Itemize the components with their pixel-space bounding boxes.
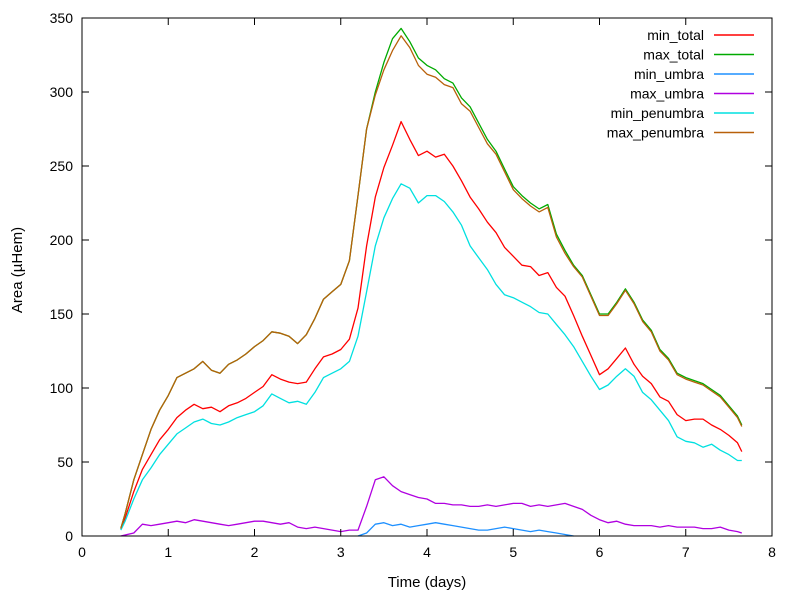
y-tick-label: 150 xyxy=(50,306,74,322)
series-line-max-total xyxy=(120,27,743,529)
y-tick-label: 100 xyxy=(50,380,74,396)
series-line-min-total xyxy=(120,120,743,529)
y-tick-label: 0 xyxy=(65,528,73,544)
legend-label-min-umbra: min_umbra xyxy=(634,66,704,82)
legend-label-max-umbra: max_umbra xyxy=(630,86,704,102)
legend-label-min-penumbra: min_penumbra xyxy=(611,105,705,121)
y-tick-label: 200 xyxy=(50,232,74,248)
legend: min_total max_total min_umbra max_umbra min_… xyxy=(607,27,754,141)
y-tick-label: 250 xyxy=(50,158,74,174)
plot-area xyxy=(120,27,743,537)
legend-label-min-total: min_total xyxy=(647,27,704,43)
x-tick-label: 6 xyxy=(596,544,604,560)
x-tick-label: 0 xyxy=(78,544,86,560)
x-tick-label: 2 xyxy=(251,544,259,560)
legend-label-max-total: max_total xyxy=(643,47,704,63)
series-line-min-penumbra xyxy=(120,183,742,531)
y-tick-label: 350 xyxy=(50,10,74,26)
y-axis-label: Area (µHem) xyxy=(9,227,26,313)
series-line-max-umbra xyxy=(120,476,743,537)
series-line-min-umbra xyxy=(357,522,574,537)
y-tick-label: 300 xyxy=(50,84,74,100)
x-tick-label: 4 xyxy=(423,544,431,560)
series-line-max-penumbra xyxy=(120,35,743,529)
y-tick-label: 50 xyxy=(57,454,73,470)
x-tick-label: 3 xyxy=(337,544,345,560)
axes: 0 1 2 3 4 5 6 7 8 0 50 100 150 200 250 300 350 xyxy=(50,10,776,560)
x-tick-label: 5 xyxy=(509,544,517,560)
x-tick-label: 8 xyxy=(768,544,776,560)
x-axis-label: Time (days) xyxy=(388,574,467,591)
x-tick-label: 1 xyxy=(164,544,172,560)
legend-label-max-penumbra: max_penumbra xyxy=(607,125,704,141)
x-tick-label: 7 xyxy=(682,544,690,560)
